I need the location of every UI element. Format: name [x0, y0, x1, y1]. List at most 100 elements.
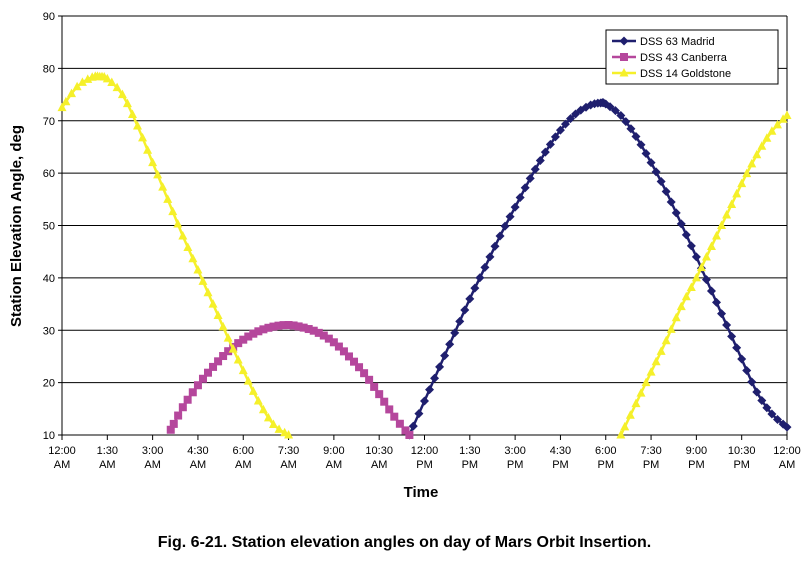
- data-point: [168, 206, 178, 216]
- data-point: [631, 398, 641, 408]
- data-point: [435, 362, 445, 372]
- y-tick-label: 40: [43, 273, 55, 285]
- data-point: [752, 149, 762, 159]
- data-point: [701, 275, 711, 285]
- data-point: [706, 241, 716, 250]
- data-point: [209, 362, 218, 371]
- data-point: [350, 357, 359, 366]
- data-point: [370, 382, 379, 391]
- data-point: [405, 431, 414, 439]
- data-point: [701, 252, 711, 261]
- data-point: [385, 405, 394, 414]
- data-point: [425, 385, 435, 395]
- data-point: [515, 192, 525, 202]
- data-point: [620, 421, 630, 431]
- x-tick-label-period: AM: [99, 459, 116, 471]
- data-point: [360, 369, 369, 378]
- data-point: [203, 287, 213, 297]
- data-point: [742, 366, 752, 376]
- data-point: [510, 202, 520, 212]
- x-tick-label-period: PM: [416, 459, 433, 471]
- data-point: [414, 409, 424, 419]
- data-point: [264, 323, 273, 332]
- data-point: [390, 412, 399, 421]
- data-point: [57, 102, 67, 112]
- series-line: [60, 75, 290, 437]
- x-tick-label-period: PM: [598, 459, 615, 471]
- data-point: [757, 396, 767, 406]
- data-point: [545, 139, 555, 149]
- data-point: [440, 351, 450, 361]
- data-point: [243, 376, 253, 385]
- x-tick-label-period: AM: [280, 459, 297, 471]
- y-tick-label: 30: [43, 325, 55, 337]
- data-point: [500, 221, 510, 231]
- series-line: [619, 114, 788, 436]
- legend-swatch-marker: [619, 36, 629, 46]
- x-tick-label: 12:00: [48, 445, 76, 457]
- x-tick-label: 7:30: [278, 445, 299, 457]
- data-point: [117, 89, 127, 99]
- x-tick-label-period: AM: [326, 459, 343, 471]
- data-point: [666, 197, 676, 207]
- data-point: [465, 294, 475, 304]
- data-point: [641, 149, 651, 159]
- data-point: [289, 321, 298, 330]
- y-tick-label: 60: [43, 168, 55, 180]
- data-point: [249, 329, 258, 338]
- data-point: [540, 147, 550, 157]
- data-point: [274, 321, 283, 330]
- data-point: [495, 231, 505, 241]
- data-point: [183, 242, 193, 252]
- x-axis-title: Time: [404, 484, 439, 501]
- x-tick-label-period: AM: [54, 459, 71, 471]
- data-point: [61, 96, 71, 106]
- legend: DSS 63 Madrid DSS 43 Canberra DSS 14 Golds…: [605, 29, 779, 85]
- data-point: [525, 173, 535, 183]
- data-point: [178, 230, 188, 240]
- data-point: [505, 212, 515, 222]
- data-point: [651, 167, 661, 177]
- data-point: [666, 324, 676, 333]
- series-lines: [57, 71, 792, 440]
- data-point: [224, 347, 233, 356]
- x-tick-label-period: AM: [190, 459, 207, 471]
- data-point: [178, 403, 187, 412]
- data-point: [258, 404, 268, 414]
- y-tick-label: 80: [43, 63, 55, 75]
- data-point: [656, 176, 666, 186]
- x-tick-label-period: PM: [552, 459, 569, 471]
- data-point: [717, 309, 727, 319]
- data-point: [490, 241, 500, 251]
- data-point: [219, 352, 228, 361]
- data-point: [445, 339, 455, 349]
- data-point: [112, 82, 122, 92]
- data-point: [107, 77, 117, 86]
- data-point: [67, 88, 77, 98]
- data-point: [143, 145, 153, 154]
- data-point: [193, 381, 202, 390]
- data-point: [284, 321, 293, 330]
- data-point: [198, 276, 208, 285]
- data-point: [244, 332, 253, 341]
- legend-entry: DSS 14 Goldstone: [640, 68, 731, 80]
- data-point: [188, 388, 197, 397]
- x-tick-label-period: PM: [462, 459, 479, 471]
- data-point: [214, 357, 223, 366]
- data-point: [616, 111, 626, 121]
- y-tick-label: 70: [43, 116, 55, 128]
- x-tick-label: 10:30: [728, 445, 756, 457]
- data-point: [365, 375, 374, 384]
- data-point: [193, 265, 203, 274]
- data-point: [102, 73, 112, 83]
- data-point: [279, 321, 288, 330]
- data-point: [767, 409, 777, 419]
- data-point: [555, 125, 565, 135]
- x-tick-label: 6:00: [595, 445, 616, 457]
- data-point: [767, 126, 777, 135]
- data-point: [77, 77, 87, 86]
- x-tick-labels: 12:00 AM 1:30 AM 3:00 AM 4:30 AM 6:00 AM 7:30 AM 9:0…: [48, 445, 801, 471]
- x-tick-label: 7:30: [640, 445, 661, 457]
- data-point: [173, 218, 183, 228]
- data-point: [253, 395, 263, 405]
